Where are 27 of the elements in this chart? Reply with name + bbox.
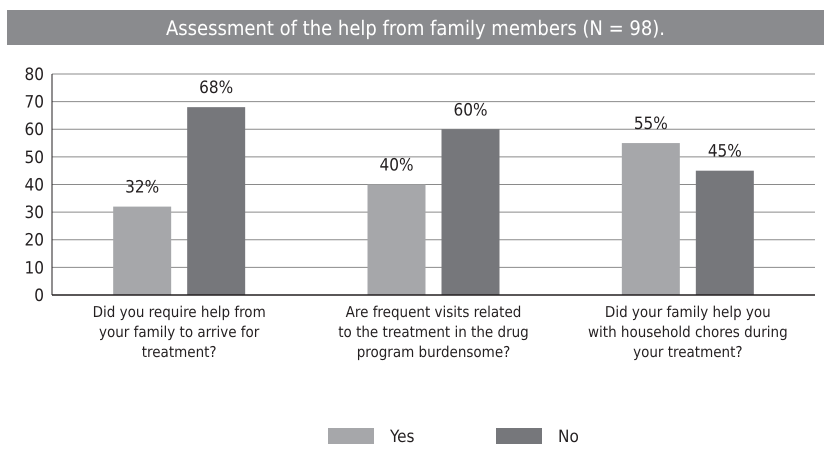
- x-tick-label: Are frequent visits related to the treatment in the drug program burdensome?: [338, 303, 529, 361]
- data-label: 55%: [634, 114, 668, 134]
- x-tick-label: Did you require help from your family to arrive for treatment?: [92, 303, 266, 361]
- y-tick-label: 80: [24, 64, 44, 85]
- data-label: 60%: [454, 100, 488, 120]
- y-tick-label: 20: [24, 230, 44, 251]
- bar: [187, 107, 246, 295]
- y-tick-label: 40: [24, 175, 44, 196]
- bar: [113, 206, 172, 295]
- chart-title: Assessment of the help from family members (N = 98).: [166, 16, 666, 40]
- bar: [696, 170, 754, 295]
- data-label: 40%: [380, 156, 414, 176]
- data-label: 68%: [199, 78, 234, 98]
- bar: [442, 129, 500, 295]
- x-tick-label: Did your family help you with household chores during your treatment?: [588, 303, 788, 361]
- data-label: 45%: [708, 142, 742, 162]
- legend-label: No: [558, 426, 579, 447]
- y-tick-label: 60: [24, 120, 44, 140]
- y-tick-label: 10: [24, 258, 44, 278]
- y-tick-label: 50: [24, 148, 44, 168]
- legend-label: Yes: [389, 426, 414, 447]
- bar: [368, 184, 426, 295]
- y-tick-label: 0: [34, 286, 44, 306]
- y-tick-label: 30: [24, 203, 44, 224]
- data-label: 32%: [125, 178, 160, 198]
- bar: [622, 143, 680, 295]
- y-tick-label: 70: [24, 92, 44, 113]
